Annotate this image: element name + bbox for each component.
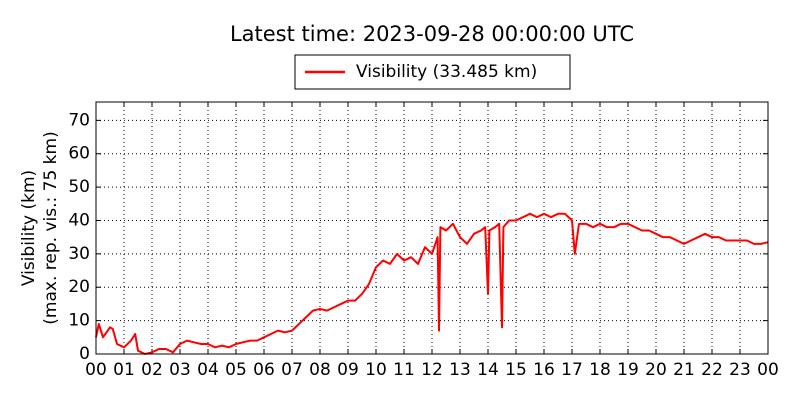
- x-tick-label: 00: [85, 360, 107, 380]
- x-tick-label: 17: [561, 360, 583, 380]
- y-tick-label: 50: [68, 177, 90, 197]
- x-tick-label: 04: [197, 360, 219, 380]
- x-tick-label: 21: [673, 360, 695, 380]
- y-tick-label: 20: [68, 277, 90, 297]
- x-tick-label: 13: [449, 360, 471, 380]
- y-tick-label: 0: [79, 344, 90, 364]
- legend-label: Visibility (33.485 km): [356, 62, 537, 82]
- y-tick-label: 60: [68, 144, 90, 164]
- x-tick-label: 12: [421, 360, 443, 380]
- x-tick-label: 20: [645, 360, 667, 380]
- x-tick-label: 02: [141, 360, 163, 380]
- x-tick-label: 22: [701, 360, 723, 380]
- legend: Visibility (33.485 km): [294, 54, 571, 90]
- x-tick-label: 23: [729, 360, 751, 380]
- data-line: [95, 212, 769, 355]
- y-tick-label: 30: [68, 244, 90, 264]
- x-tick-label: 01: [113, 360, 135, 380]
- y-axis-label: (max. rep. vis.: 75 km): [41, 131, 61, 324]
- plot-frame: [95, 101, 769, 355]
- x-tick-label: 14: [477, 360, 499, 380]
- y-tick-label: 40: [68, 210, 90, 230]
- chart-title: Latest time: 2023-09-28 00:00:00 UTC: [230, 22, 634, 46]
- x-tick-label: 16: [533, 360, 555, 380]
- x-tick-label: 10: [365, 360, 387, 380]
- y-tick-label: 10: [68, 311, 90, 331]
- y-tick-label: 70: [68, 110, 90, 130]
- x-tick-label: 05: [225, 360, 247, 380]
- x-tick-label: 19: [617, 360, 639, 380]
- x-tick-label: 09: [337, 360, 359, 380]
- x-tick-label: 03: [169, 360, 191, 380]
- x-tick-label: 15: [505, 360, 527, 380]
- x-tick-label: 07: [281, 360, 303, 380]
- y-axis-label: Visibility (km): [19, 170, 39, 286]
- x-tick-label: 06: [253, 360, 275, 380]
- x-tick-label: 18: [589, 360, 611, 380]
- x-tick-label: 08: [309, 360, 331, 380]
- x-tick-label: 00: [757, 360, 779, 380]
- x-tick-label: 11: [393, 360, 415, 380]
